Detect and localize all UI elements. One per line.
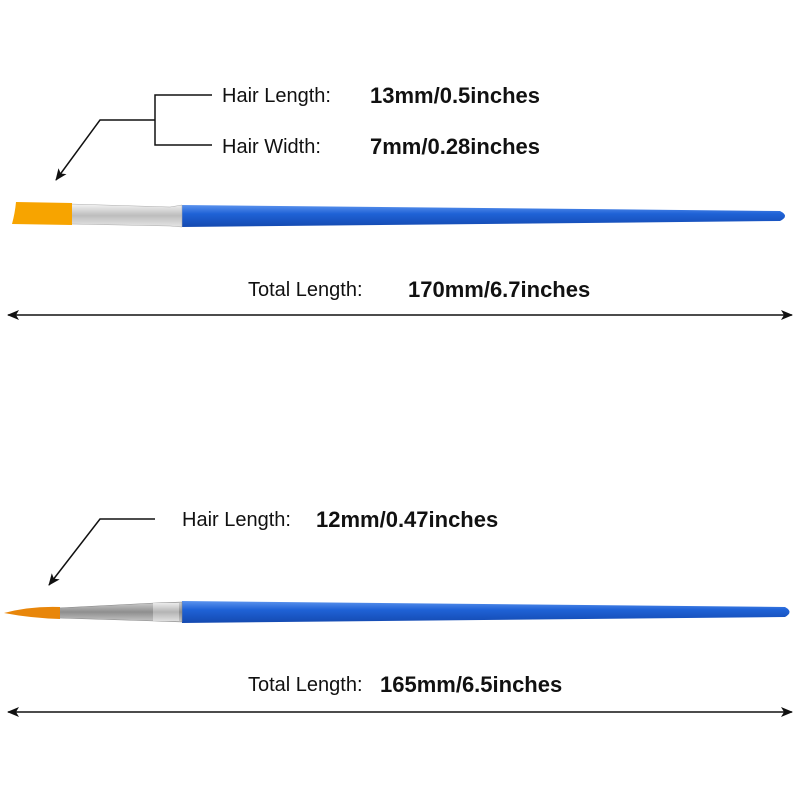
- hair-length-value: 12mm/0.47inches: [316, 507, 498, 532]
- hair-width-label: Hair Width:: [222, 136, 321, 158]
- flat-brush-callout: Hair Length: 13mm/0.5inches Hair Width: …: [55, 83, 540, 181]
- flat-brush-total-length: Total Length: 170mm/6.7inches: [7, 277, 793, 320]
- round-brush: [4, 601, 790, 623]
- round-brush-hair: [4, 606, 60, 619]
- round-brush-total-length: Total Length: 165mm/6.5inches: [7, 672, 793, 717]
- hair-width-value: 7mm/0.28inches: [370, 134, 540, 159]
- round-brush-handle: [182, 601, 790, 623]
- flat-brush-hair: [12, 202, 72, 225]
- flat-brush-handle: [182, 205, 785, 227]
- hair-length-label: Hair Length:: [182, 509, 291, 531]
- pointer-arrow: [48, 518, 155, 586]
- total-length-label: Total Length:: [248, 674, 363, 696]
- total-length-value: 165mm/6.5inches: [380, 672, 562, 697]
- total-length-value: 170mm/6.7inches: [408, 277, 590, 302]
- ferrule-band: [153, 603, 179, 621]
- pointer-arrow: [55, 119, 155, 181]
- hair-length-label: Hair Length:: [222, 85, 331, 107]
- total-length-label: Total Length:: [248, 279, 363, 301]
- bracket-line: [154, 94, 212, 146]
- flat-brush: [12, 202, 785, 228]
- flat-brush-ferrule: [69, 203, 183, 228]
- hair-length-value: 13mm/0.5inches: [370, 83, 540, 108]
- round-brush-callout: Hair Length: 12mm/0.47inches: [48, 507, 498, 586]
